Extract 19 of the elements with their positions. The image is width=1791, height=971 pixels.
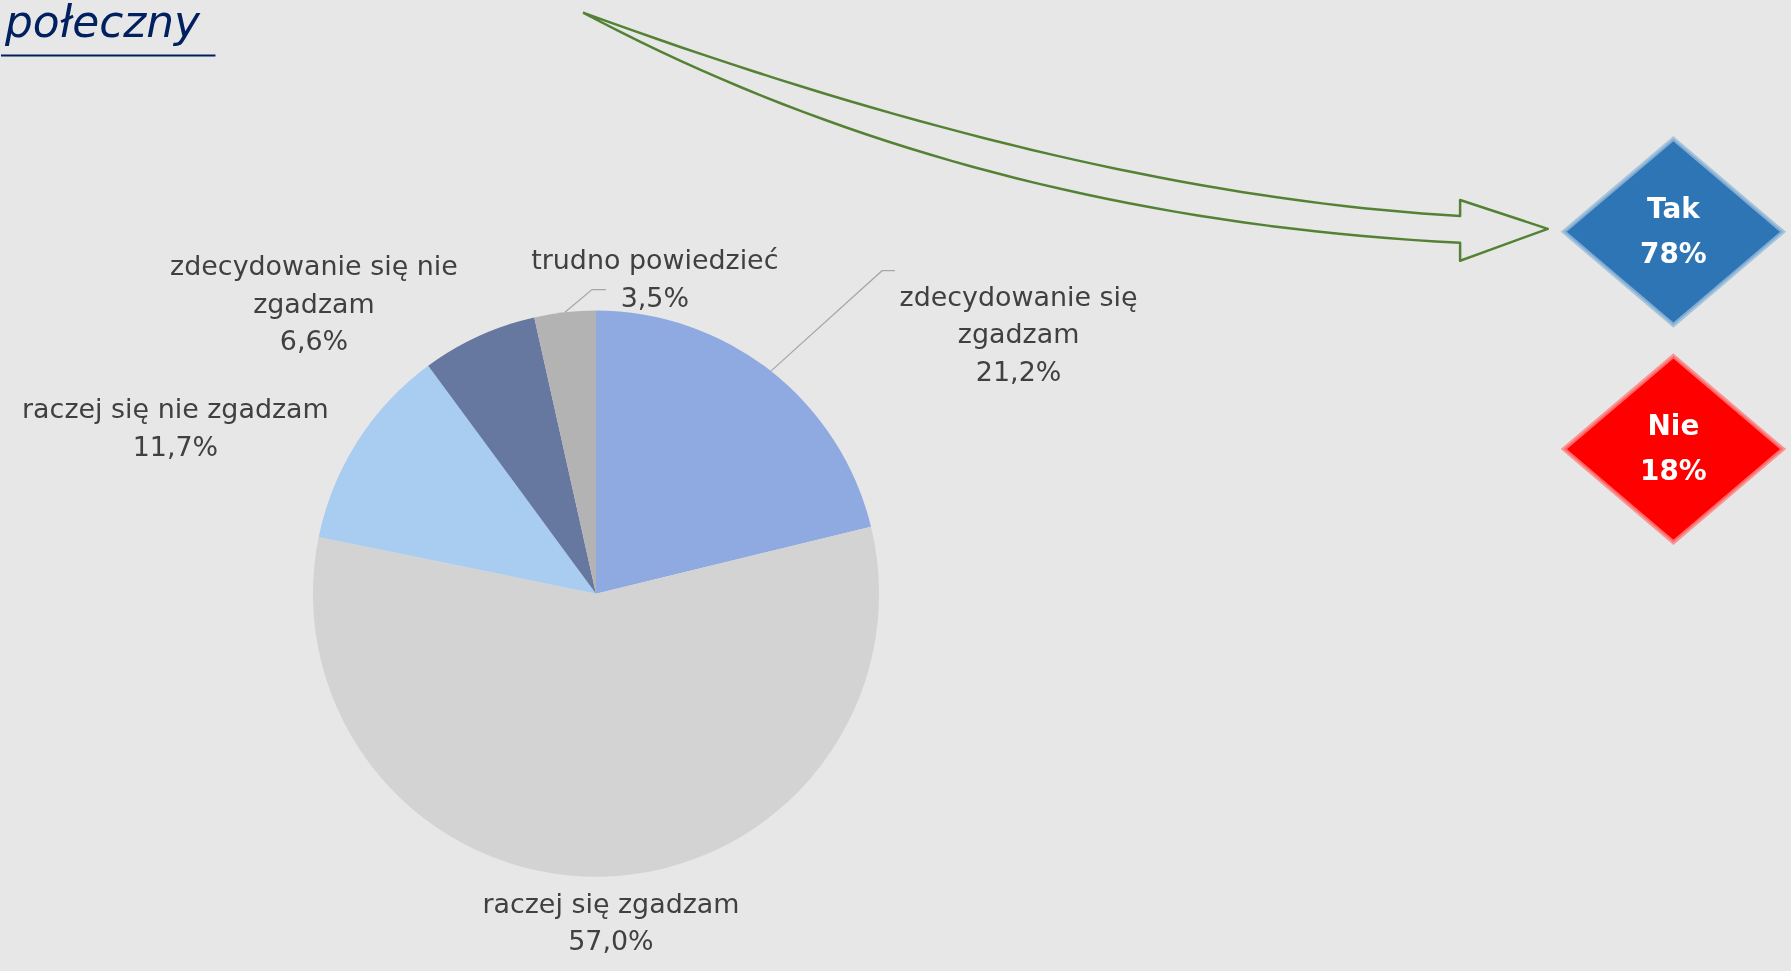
category-label: Tak (1646, 191, 1702, 225)
data-label: 18% (1640, 454, 1707, 488)
chart-title: połeczny (3, 0, 202, 47)
data-label: 3,5% (620, 281, 689, 313)
data-label: 21,2% (975, 356, 1062, 388)
data-label: 78% (1640, 236, 1707, 270)
slice-label: zdecydowanie się nie zgadzam (170, 249, 458, 319)
pie-slice (313, 526, 880, 877)
pie-slice (534, 310, 596, 594)
data-label: 11,7% (132, 431, 219, 463)
slice-label: zdecydowanie się zgadzam (899, 280, 1138, 350)
slice-label: trudno powiedzieć (531, 243, 779, 275)
slice-label: raczej się nie zgadzam (22, 393, 329, 425)
data-label: 57,0% (568, 925, 654, 957)
data-label: 6,6% (279, 325, 349, 357)
category-label: Nie (1647, 409, 1700, 443)
pie-slice (428, 317, 596, 594)
slice-label: raczej się zgadzam (482, 887, 740, 919)
pie-slice (596, 310, 872, 594)
